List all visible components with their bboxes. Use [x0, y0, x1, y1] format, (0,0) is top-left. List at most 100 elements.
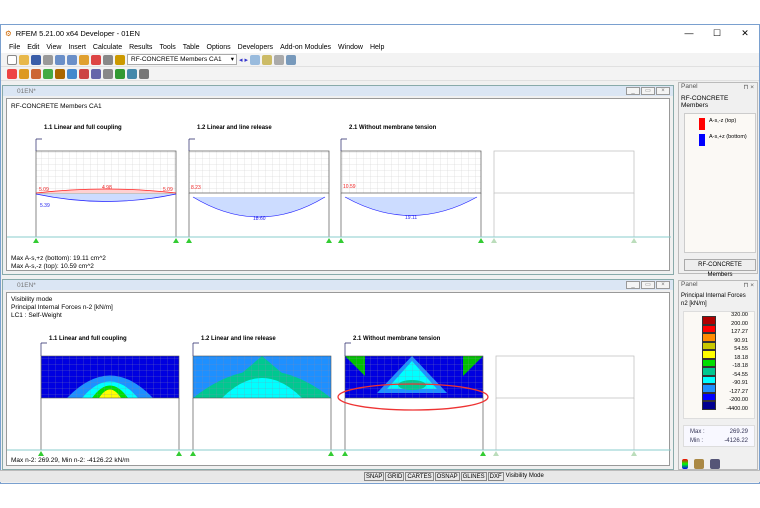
support-icons [33, 238, 637, 243]
graphics-view[interactable]: RF-CONCRETE Members CA1 1.1 Linear and f… [6, 98, 671, 271]
solid-icon[interactable] [79, 68, 89, 79]
osnap-toggle[interactable]: OSNAP [434, 472, 460, 481]
menu-insert[interactable]: Insert [68, 43, 86, 51]
display-icon[interactable] [262, 54, 273, 65]
menu-tools[interactable]: Tools [159, 43, 176, 51]
menu-window[interactable]: Window [338, 43, 363, 51]
menu-view[interactable]: View [46, 43, 62, 51]
principal-forces-diagram [7, 342, 671, 456]
scale-label: -90.91 [732, 380, 748, 386]
structure-label-2: 1.2 Linear and line release [201, 336, 276, 342]
color-band [702, 375, 716, 384]
filter-tab-icon[interactable] [694, 459, 704, 469]
grid-toggle[interactable]: GRID [385, 472, 405, 481]
menu-options[interactable]: Options [206, 43, 231, 51]
top-view-window: 01EN* _ ▭ × RF-CONCRETE Members CA1 1.1 Li… [2, 85, 674, 275]
toolbar-2 [1, 67, 759, 81]
menu-edit[interactable]: Edit [27, 43, 40, 51]
table-icon[interactable] [103, 54, 113, 65]
window-minimize-button[interactable]: _ [626, 87, 640, 95]
node-icon[interactable] [7, 68, 17, 79]
scale-label: 320.00 [731, 312, 748, 318]
select-icon[interactable] [115, 68, 125, 79]
menu-calculate[interactable]: Calculate [92, 43, 123, 51]
structure-label-1: 1.1 Linear and full coupling [49, 336, 127, 342]
settings-tab-icon[interactable] [710, 459, 720, 469]
scale-label: 200.00 [731, 320, 748, 327]
snap-toggle[interactable]: SNAP [364, 472, 385, 481]
graphics-view[interactable]: Visibility mode Principal Internal Force… [6, 292, 671, 466]
edit-icon[interactable] [79, 54, 89, 65]
member-icon[interactable] [31, 68, 41, 79]
minimize-button[interactable]: — [684, 27, 694, 38]
menu-developers[interactable]: Developers [237, 43, 274, 51]
pin-close-icons[interactable]: ⊓ × [743, 282, 754, 289]
results-icon[interactable] [91, 54, 101, 65]
module-icon[interactable] [115, 54, 125, 65]
undo-icon[interactable] [55, 54, 65, 65]
section-icon[interactable] [91, 68, 101, 79]
surface-icon[interactable] [67, 68, 77, 79]
scale-label: -4400.00 [726, 405, 748, 412]
grid-icon[interactable] [139, 68, 149, 79]
app-title: RFEM 5.21.00 x64 Developer - 01EN [15, 28, 140, 38]
rf-concrete-members-button[interactable]: RF-CONCRETE Members [684, 259, 756, 278]
scale-label: 54.55 [734, 346, 748, 352]
legend-label-top: A-s,-z (top) [709, 118, 737, 124]
color-band [702, 341, 716, 350]
color-scale-tab-icon[interactable] [682, 459, 688, 469]
pin-close-icons[interactable]: ⊓ × [743, 84, 754, 91]
value-label: 8.23 [191, 185, 201, 191]
color-band [702, 392, 716, 401]
new-icon[interactable] [7, 54, 17, 65]
menu-results[interactable]: Results [129, 43, 153, 51]
window-restore-button[interactable]: ▭ [641, 87, 655, 95]
open-icon[interactable] [19, 54, 29, 65]
redo-icon[interactable] [67, 54, 77, 65]
view-icon[interactable] [250, 54, 261, 65]
title-bar: ⚙ RFEM 5.21.00 x64 Developer - 01EN — ☐ ✕ [1, 25, 759, 41]
max-min-box: Max : 269.29 Min : -4126.22 [683, 425, 755, 447]
reinforcement-diagram [7, 138, 671, 243]
save-icon[interactable] [31, 54, 41, 65]
line-icon[interactable] [19, 68, 29, 79]
window-close-button[interactable]: × [656, 87, 670, 95]
structure-2 [188, 138, 330, 237]
color-band [702, 401, 716, 410]
result-type: Principal Internal Forces [681, 293, 746, 299]
support-icon[interactable] [43, 68, 53, 79]
menu-add-on-modules[interactable]: Add-on Modules [280, 43, 332, 51]
glines-toggle[interactable]: GLINES [460, 472, 487, 481]
color-bar [702, 316, 716, 410]
result-unit: n2 [kN/m] [681, 301, 707, 307]
max-value: 269.29 [729, 429, 748, 435]
window-close-button[interactable]: × [656, 281, 670, 289]
dimension-icon[interactable] [103, 68, 113, 79]
info-line: Max A-s,-z (top): 10.59 cm^2 [11, 263, 94, 270]
value-label: 4.98 [102, 185, 112, 191]
window-restore-button[interactable]: ▭ [641, 281, 655, 289]
structure-1 [35, 138, 177, 237]
next-icon[interactable]: ▸ [244, 56, 249, 64]
previous-icon[interactable]: ◂ [239, 56, 243, 64]
menu-help[interactable]: Help [369, 43, 385, 51]
chevron-down-icon: ▾ [230, 56, 234, 63]
menu-table[interactable]: Table [182, 43, 200, 51]
render-icon[interactable] [127, 68, 137, 79]
dxf-toggle[interactable]: DXF [487, 472, 504, 481]
window-minimize-button[interactable]: _ [626, 281, 640, 289]
print-icon[interactable] [43, 54, 53, 65]
cartes-toggle[interactable]: CARTES [405, 472, 434, 481]
zoom-icon[interactable] [286, 54, 297, 65]
menu-file[interactable]: File [9, 43, 21, 51]
panel-heading: RF-CONCRETE Members [681, 95, 729, 109]
filter-icon[interactable] [274, 54, 285, 65]
load-icon[interactable] [55, 68, 65, 79]
load-case-select[interactable]: RF-CONCRETE Members CA1 ▾ [127, 54, 237, 65]
contour-2 [192, 355, 332, 450]
color-band [702, 384, 716, 393]
structure-4 [495, 355, 635, 450]
maximize-button[interactable]: ☐ [712, 27, 722, 38]
close-button[interactable]: ✕ [741, 27, 749, 38]
structure-label-2: 1.2 Linear and line release [197, 125, 272, 131]
